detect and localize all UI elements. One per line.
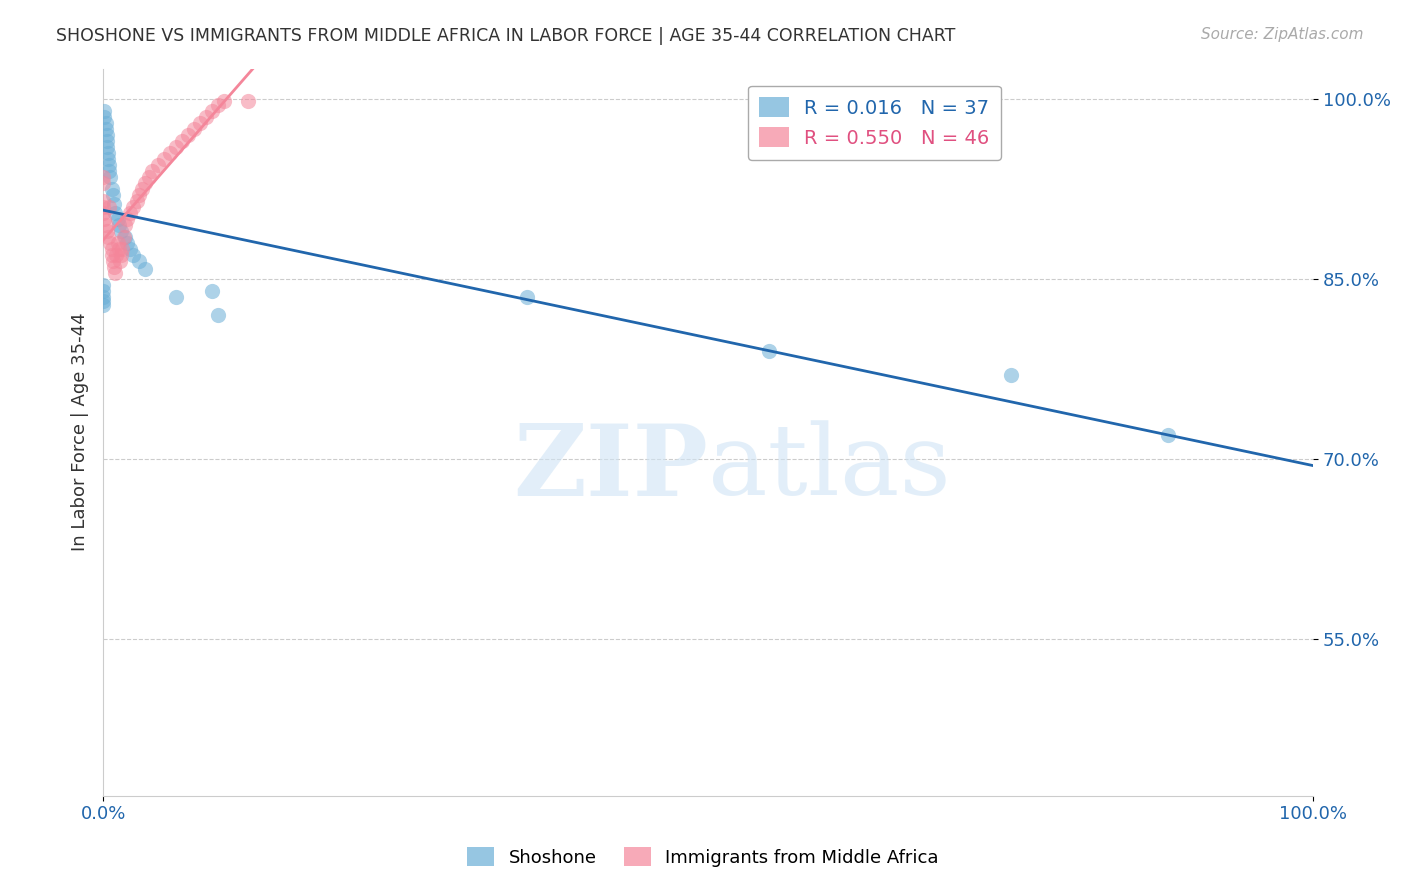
Point <box>201 103 224 118</box>
Text: SHOSHONE VS IMMIGRANTS FROM MIDDLE AFRICA IN LABOR FORCE | AGE 35-44 CORRELATION: SHOSHONE VS IMMIGRANTS FROM MIDDLE AFRIC… <box>56 27 956 45</box>
Point <box>195 110 218 124</box>
Point <box>98 163 121 178</box>
Point <box>117 235 139 250</box>
Point <box>110 224 132 238</box>
Point <box>131 182 153 196</box>
Point <box>125 194 148 208</box>
Point <box>97 152 120 166</box>
Point <box>101 187 124 202</box>
Point <box>100 248 122 262</box>
Point <box>758 343 780 358</box>
Point <box>207 308 229 322</box>
Text: Source: ZipAtlas.com: Source: ZipAtlas.com <box>1201 27 1364 42</box>
Point <box>94 121 117 136</box>
Point <box>91 194 114 208</box>
Point <box>170 134 193 148</box>
Point <box>111 242 134 256</box>
Point <box>108 218 131 232</box>
Point <box>107 211 129 226</box>
Point <box>93 211 115 226</box>
Point <box>108 242 131 256</box>
Point <box>93 103 115 118</box>
Point <box>141 163 163 178</box>
Point <box>91 200 114 214</box>
Point <box>118 242 141 256</box>
Point <box>108 253 131 268</box>
Point <box>91 290 114 304</box>
Point <box>152 152 174 166</box>
Text: ZIP: ZIP <box>513 420 709 517</box>
Point <box>91 206 114 220</box>
Point <box>146 158 169 172</box>
Point <box>159 145 181 160</box>
Point <box>207 97 229 112</box>
Point <box>122 248 145 262</box>
Point <box>134 262 156 277</box>
Point <box>1157 428 1180 442</box>
Point <box>128 253 150 268</box>
Point <box>201 284 224 298</box>
Point <box>96 134 118 148</box>
Text: atlas: atlas <box>709 421 950 516</box>
Point <box>165 139 187 153</box>
Point <box>96 139 118 153</box>
Point <box>104 206 127 220</box>
Point <box>212 94 235 108</box>
Point <box>188 115 211 129</box>
Point <box>238 94 260 108</box>
Point <box>1000 368 1022 382</box>
Point <box>91 284 114 298</box>
Point <box>103 260 125 274</box>
Point <box>114 229 136 244</box>
Point <box>93 110 115 124</box>
Point <box>516 290 538 304</box>
Point <box>138 169 160 184</box>
Legend: R = 0.016   N = 37, R = 0.550   N = 46: R = 0.016 N = 37, R = 0.550 N = 46 <box>748 86 1001 160</box>
Point <box>112 229 135 244</box>
Point <box>100 242 122 256</box>
Point <box>117 211 139 226</box>
Point <box>91 298 114 312</box>
Point <box>100 169 122 184</box>
Point <box>96 224 118 238</box>
Point <box>101 253 124 268</box>
Point <box>118 206 141 220</box>
Y-axis label: In Labor Force | Age 35-44: In Labor Force | Age 35-44 <box>72 313 89 551</box>
Point <box>98 200 121 214</box>
Point <box>97 229 120 244</box>
Point <box>98 158 121 172</box>
Point <box>104 266 127 280</box>
Point <box>91 176 114 190</box>
Point <box>114 218 136 232</box>
Point <box>122 200 145 214</box>
Point <box>100 235 122 250</box>
Point <box>110 248 132 262</box>
Point <box>94 218 117 232</box>
Point <box>91 169 114 184</box>
Point <box>91 293 114 308</box>
Point <box>134 176 156 190</box>
Legend: Shoshone, Immigrants from Middle Africa: Shoshone, Immigrants from Middle Africa <box>460 840 946 874</box>
Point <box>91 277 114 292</box>
Point <box>94 115 117 129</box>
Point <box>103 197 125 211</box>
Point <box>97 145 120 160</box>
Point <box>128 187 150 202</box>
Point <box>165 290 187 304</box>
Point <box>177 128 200 142</box>
Point <box>183 121 205 136</box>
Point <box>100 182 122 196</box>
Point <box>96 128 118 142</box>
Point <box>105 248 128 262</box>
Point <box>107 235 129 250</box>
